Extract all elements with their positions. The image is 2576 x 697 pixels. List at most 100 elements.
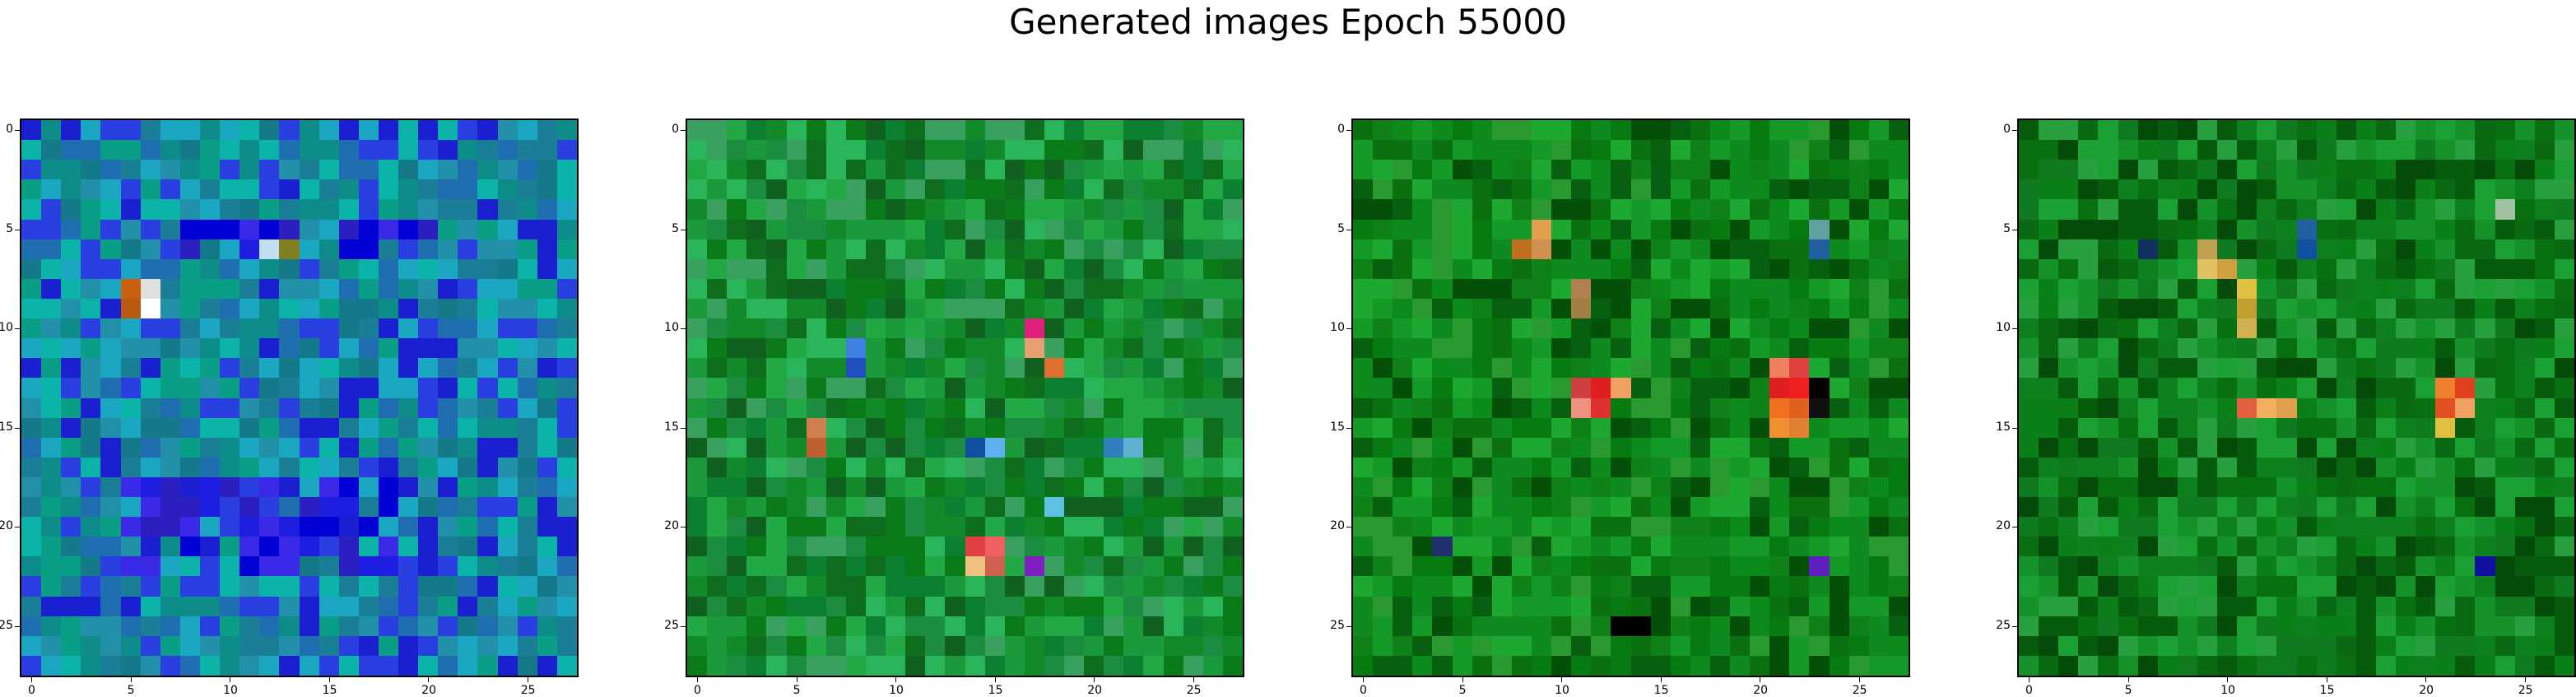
pixel [160, 417, 180, 438]
pixel [865, 497, 886, 518]
pixel [1750, 199, 1770, 220]
pixel [556, 397, 577, 418]
pixel [945, 635, 965, 656]
pixel [2098, 417, 2118, 438]
pixel [1024, 635, 1044, 656]
pixel [786, 199, 807, 220]
pixel [1591, 635, 1611, 656]
pixel [806, 120, 826, 141]
pixel [1183, 596, 1203, 616]
pixel [1848, 278, 1869, 299]
pixel [2019, 378, 2039, 398]
pixel [1123, 358, 1144, 379]
pixel [1670, 120, 1690, 141]
pixel [1868, 140, 1889, 160]
pixel [905, 219, 926, 239]
pixel [687, 199, 708, 220]
pixel [1373, 596, 1393, 616]
pixel [845, 378, 866, 398]
pixel [1202, 616, 1223, 636]
pixel [120, 278, 141, 299]
pixel [886, 199, 906, 220]
x-tick-label: 20 [1753, 684, 1769, 697]
pixel [1591, 219, 1611, 239]
pixel [2435, 635, 2456, 656]
pixel [358, 517, 379, 537]
pixel [1531, 239, 1552, 259]
pixel [1353, 338, 1374, 359]
generated-image-panel: 0 0 5 5 10 10 15 15 20 20 25 25 [0, 118, 579, 697]
pixel [2514, 417, 2535, 438]
pixel [477, 437, 498, 458]
pixel [220, 318, 240, 339]
pixel [1690, 497, 1710, 518]
pixel [2197, 358, 2218, 379]
pixel [1571, 437, 1592, 458]
pixel [2197, 338, 2218, 359]
pixel [140, 635, 160, 656]
pixel [497, 298, 518, 319]
pixel [537, 358, 557, 379]
pixel [806, 616, 826, 636]
pixel [786, 635, 807, 656]
pixel [1630, 120, 1651, 141]
pixel [1829, 378, 1849, 398]
pixel [2475, 278, 2495, 299]
pixel [1730, 417, 1751, 438]
pixel [865, 476, 886, 498]
pixel [120, 120, 141, 141]
pixel [2098, 397, 2118, 418]
pixel [1868, 160, 1889, 180]
pixel [2276, 397, 2297, 418]
pixel [2098, 318, 2118, 339]
pixel [2137, 278, 2158, 299]
pixel [537, 378, 557, 398]
pixel [1163, 160, 1183, 180]
pixel [319, 120, 339, 141]
pixel [2534, 140, 2555, 160]
pixel [2296, 179, 2317, 200]
pixel [1730, 338, 1751, 359]
pixel [965, 417, 985, 438]
pixel [1630, 457, 1651, 477]
pixel [1789, 655, 1810, 676]
pixel [1393, 576, 1413, 597]
pixel [2019, 219, 2039, 239]
pixel [2257, 338, 2277, 359]
pixel [1452, 179, 1472, 200]
pixel [2534, 497, 2555, 518]
pixel [945, 417, 965, 438]
pixel [2039, 358, 2059, 379]
pixel [179, 537, 200, 557]
pixel [1163, 298, 1183, 319]
pixel [2554, 655, 2574, 676]
pixel [1670, 378, 1690, 398]
x-tick-mark [2227, 676, 2229, 682]
pixel [100, 437, 121, 458]
pixel [2177, 318, 2197, 339]
pixel [2039, 437, 2059, 458]
pixel [81, 556, 101, 577]
pixel [2118, 655, 2138, 676]
pixel [398, 517, 419, 537]
pixel [140, 258, 160, 279]
pixel [477, 457, 498, 477]
pixel [1183, 258, 1203, 279]
pixel [2058, 358, 2079, 379]
pixel [1591, 179, 1611, 200]
pixel [179, 358, 200, 379]
pixel [100, 596, 121, 616]
pixel [727, 417, 747, 438]
pixel [398, 199, 419, 220]
pixel [1472, 457, 1492, 477]
pixel [1084, 298, 1104, 319]
pixel [1373, 457, 1393, 477]
pixel [1769, 576, 1790, 597]
pixel [1611, 635, 1631, 656]
pixel [984, 278, 1005, 299]
pixel [1004, 358, 1025, 379]
pixel [438, 397, 458, 418]
pixel [458, 635, 478, 656]
pixel [2514, 556, 2535, 577]
pixel [2177, 358, 2197, 379]
